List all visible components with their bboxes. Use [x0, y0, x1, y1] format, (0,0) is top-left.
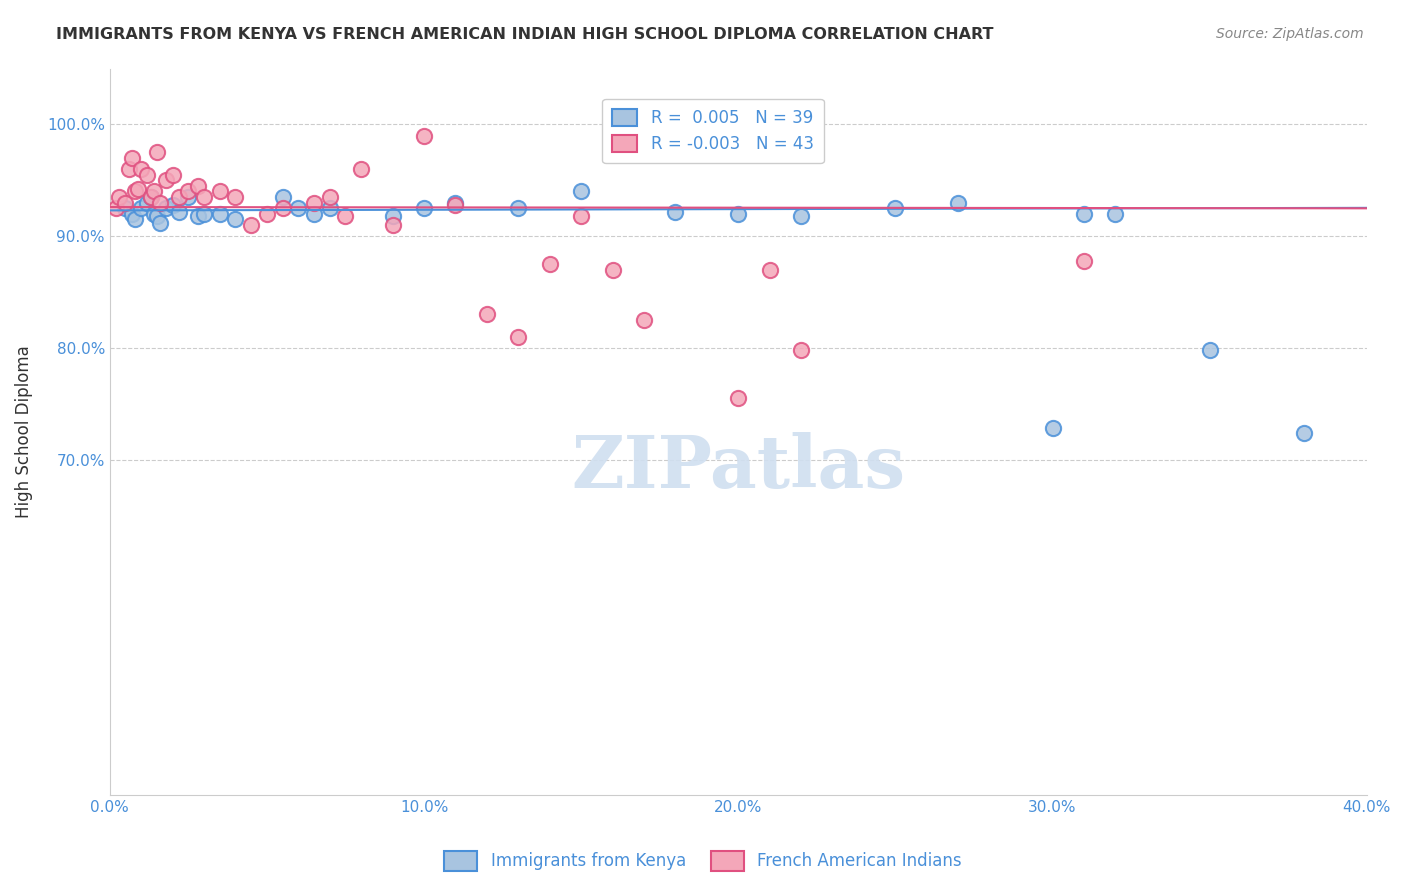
Point [155, 201, 177, 215]
Point [381, 218, 404, 232]
Point [884, 201, 907, 215]
Point [224, 190, 246, 204]
Point [508, 201, 530, 215]
Point [129, 162, 152, 177]
Point [1292, 425, 1315, 440]
Point [127, 182, 149, 196]
Point [114, 195, 136, 210]
Point [302, 207, 325, 221]
Legend: Immigrants from Kenya, French American Indians: Immigrants from Kenya, French American I… [436, 842, 970, 880]
Point [177, 190, 200, 204]
Point [758, 262, 780, 277]
Point [162, 168, 184, 182]
Point [124, 212, 146, 227]
Point [727, 391, 749, 405]
Point [413, 201, 436, 215]
Point [948, 195, 970, 210]
Point [350, 162, 373, 177]
Point [664, 204, 686, 219]
Point [193, 190, 215, 204]
Text: Source: ZipAtlas.com: Source: ZipAtlas.com [1216, 27, 1364, 41]
Point [444, 195, 467, 210]
Point [142, 185, 165, 199]
Point [727, 207, 749, 221]
Point [224, 212, 246, 227]
Point [177, 185, 200, 199]
Point [146, 209, 169, 223]
Point [121, 151, 143, 165]
Point [129, 201, 152, 215]
Point [105, 201, 128, 215]
Legend: R =  0.005   N = 39, R = -0.003   N = 43: R = 0.005 N = 39, R = -0.003 N = 43 [603, 99, 824, 163]
Point [155, 173, 177, 187]
Point [271, 190, 294, 204]
Point [142, 207, 165, 221]
Point [208, 185, 231, 199]
Point [1104, 207, 1126, 221]
Point [1073, 253, 1095, 268]
Point [187, 178, 209, 193]
Point [1198, 343, 1220, 357]
Point [271, 201, 294, 215]
Point [569, 209, 592, 223]
Point [287, 201, 309, 215]
Point [475, 307, 498, 321]
Point [121, 207, 143, 221]
Point [167, 204, 190, 219]
Point [319, 190, 342, 204]
Point [117, 162, 139, 177]
Point [167, 190, 190, 204]
Point [790, 343, 813, 357]
Point [149, 195, 172, 210]
Point [790, 209, 813, 223]
Point [1073, 207, 1095, 221]
Point [124, 185, 146, 199]
Point [569, 185, 592, 199]
Point [508, 329, 530, 343]
Point [108, 190, 131, 204]
Point [139, 190, 162, 204]
Point [381, 209, 404, 223]
Point [633, 313, 655, 327]
Point [208, 207, 231, 221]
Y-axis label: High School Diploma: High School Diploma [15, 345, 32, 518]
Point [136, 168, 159, 182]
Point [187, 209, 209, 223]
Point [335, 209, 357, 223]
Text: ZIPatlas: ZIPatlas [571, 433, 905, 503]
Point [1042, 421, 1064, 435]
Point [302, 195, 325, 210]
Point [538, 257, 561, 271]
Point [413, 128, 436, 143]
Point [146, 145, 169, 160]
Point [162, 198, 184, 212]
Text: IMMIGRANTS FROM KENYA VS FRENCH AMERICAN INDIAN HIGH SCHOOL DIPLOMA CORRELATION : IMMIGRANTS FROM KENYA VS FRENCH AMERICAN… [56, 27, 994, 42]
Point [149, 216, 172, 230]
Point [256, 207, 278, 221]
Point [193, 207, 215, 221]
Point [444, 198, 467, 212]
Point [114, 201, 136, 215]
Point [319, 201, 342, 215]
Point [136, 195, 159, 210]
Point [240, 218, 263, 232]
Point [139, 190, 162, 204]
Point [602, 262, 624, 277]
